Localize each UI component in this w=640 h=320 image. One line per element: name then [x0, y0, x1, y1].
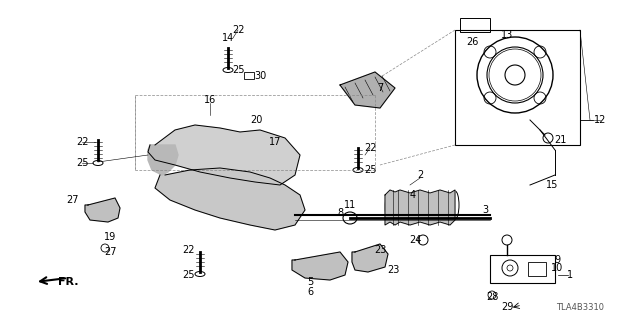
- Text: 17: 17: [269, 137, 281, 147]
- Text: 23: 23: [387, 265, 399, 275]
- Text: 21: 21: [554, 135, 566, 145]
- Text: 15: 15: [546, 180, 558, 190]
- Text: 5: 5: [307, 277, 313, 287]
- Text: 6: 6: [307, 287, 313, 297]
- Text: 25: 25: [232, 65, 244, 75]
- Text: 11: 11: [344, 200, 356, 210]
- Polygon shape: [155, 168, 305, 230]
- Text: 22: 22: [76, 137, 88, 147]
- Text: 22: 22: [364, 143, 376, 153]
- Text: 9: 9: [554, 255, 560, 265]
- Text: 14: 14: [222, 33, 234, 43]
- Text: 19: 19: [104, 232, 116, 242]
- Text: 25: 25: [364, 165, 376, 175]
- Text: 25: 25: [182, 270, 195, 280]
- Text: 27: 27: [104, 247, 116, 257]
- Text: 27: 27: [66, 195, 78, 205]
- Text: 28: 28: [486, 292, 498, 302]
- Text: 7: 7: [377, 83, 383, 93]
- Bar: [455, 30, 580, 145]
- Text: 22: 22: [232, 25, 244, 35]
- Text: 2: 2: [417, 170, 423, 180]
- Bar: [528, 262, 546, 276]
- Text: 13: 13: [501, 30, 513, 40]
- Text: 8: 8: [337, 208, 343, 218]
- Polygon shape: [148, 125, 300, 185]
- Text: 10: 10: [551, 263, 563, 273]
- Text: 24: 24: [409, 235, 421, 245]
- Text: FR.: FR.: [58, 277, 79, 287]
- Polygon shape: [352, 244, 388, 272]
- Text: 3: 3: [482, 205, 488, 215]
- Text: 22: 22: [182, 245, 195, 255]
- Text: 25: 25: [76, 158, 88, 168]
- Text: 16: 16: [204, 95, 216, 105]
- Polygon shape: [85, 198, 120, 222]
- Polygon shape: [385, 190, 455, 225]
- Text: 1: 1: [567, 270, 573, 280]
- Bar: [460, 18, 490, 32]
- Text: 12: 12: [594, 115, 606, 125]
- Text: 26: 26: [466, 37, 478, 47]
- Text: TLA4B3310: TLA4B3310: [556, 303, 604, 312]
- Text: 20: 20: [250, 115, 262, 125]
- Polygon shape: [148, 145, 178, 175]
- Polygon shape: [340, 72, 395, 108]
- Bar: [490, 255, 555, 283]
- Text: 4: 4: [410, 190, 416, 200]
- Text: 29: 29: [501, 302, 513, 312]
- Bar: [244, 72, 254, 79]
- Text: 23: 23: [374, 245, 386, 255]
- Circle shape: [264, 144, 272, 152]
- Text: 30: 30: [254, 71, 266, 81]
- Polygon shape: [292, 252, 348, 280]
